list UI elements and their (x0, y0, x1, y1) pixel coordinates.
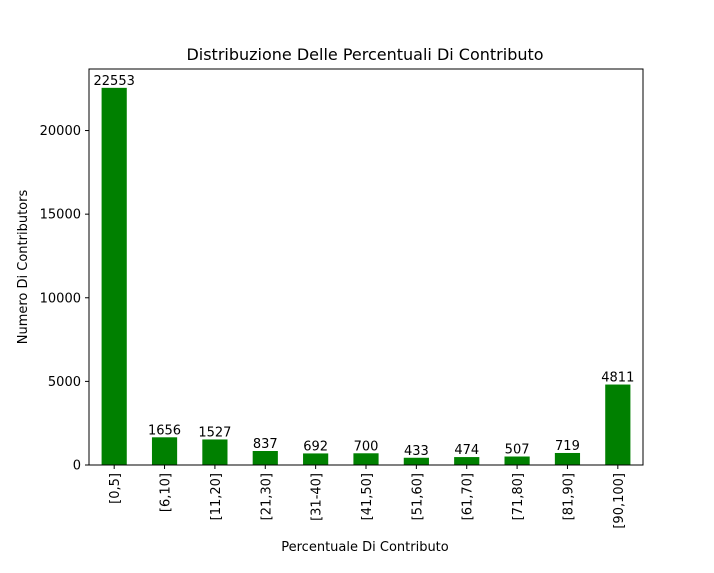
bar-6 (403, 457, 429, 465)
bar-1 (151, 437, 178, 465)
y-tick-label-3: 15000 (40, 208, 81, 223)
data-label-10: 4811 (601, 371, 634, 386)
data-label-4: 692 (303, 439, 328, 454)
x-tick-label-1: [6,10] (159, 473, 174, 512)
x-tick-label-3: [21,30] (259, 473, 274, 520)
y-tick-label-2: 10000 (40, 291, 81, 306)
bar-4 (303, 453, 329, 465)
x-axis-ticks: [0,5] [6,10] [11,20] [21,30] [31-40] [41,50] [… (108, 465, 627, 529)
bar-2 (202, 439, 228, 465)
data-label-5: 700 (354, 439, 379, 454)
bar-3 (252, 451, 278, 465)
data-label-7: 474 (454, 443, 479, 458)
chart-title: Distribuzione Delle Percentuali Di Contr… (186, 45, 543, 64)
data-label-8: 507 (505, 443, 530, 458)
x-tick-label-0: [0,5] (108, 473, 123, 504)
bar-10 (605, 384, 631, 465)
data-label-3: 837 (253, 437, 278, 452)
y-tick-label-4: 20000 (40, 124, 81, 139)
bar-5 (353, 453, 379, 465)
plot-frame (88, 68, 644, 466)
data-label-0: 22553 (94, 74, 135, 89)
y-tick-label-1: 5000 (48, 375, 81, 390)
bar-9 (554, 452, 581, 465)
x-tick-label-6: [51,60] (410, 473, 425, 520)
bar-8 (504, 456, 530, 465)
bar-0 (101, 87, 127, 465)
data-label-1: 1656 (148, 423, 181, 438)
x-tick-label-9: [81,90] (561, 473, 576, 520)
data-label-2: 1527 (198, 425, 231, 440)
bar-7 (454, 457, 480, 465)
x-tick-label-2: [11,20] (209, 473, 224, 520)
x-tick-label-10: [90,100] (612, 473, 627, 529)
data-label-9: 719 (555, 439, 580, 454)
x-tick-label-5: [41,50] (360, 473, 375, 520)
y-axis-label: Numero Di Contributors (16, 190, 31, 345)
x-tick-label-4: [31-40] (310, 473, 325, 521)
data-label-6: 433 (404, 444, 429, 459)
y-axis-ticks: 0 5000 10000 15000 20000 (40, 124, 89, 474)
bars-layer (101, 87, 631, 465)
y-tick-label-0: 0 (73, 459, 81, 474)
x-tick-label-8: [71,80] (511, 473, 526, 520)
x-axis-label: Percentuale Di Contributo (281, 540, 449, 555)
data-labels: 22553 1656 1527 837 692 700 433 474 507 719 4811 (94, 74, 635, 459)
x-tick-label-7: [61,70] (461, 473, 476, 520)
